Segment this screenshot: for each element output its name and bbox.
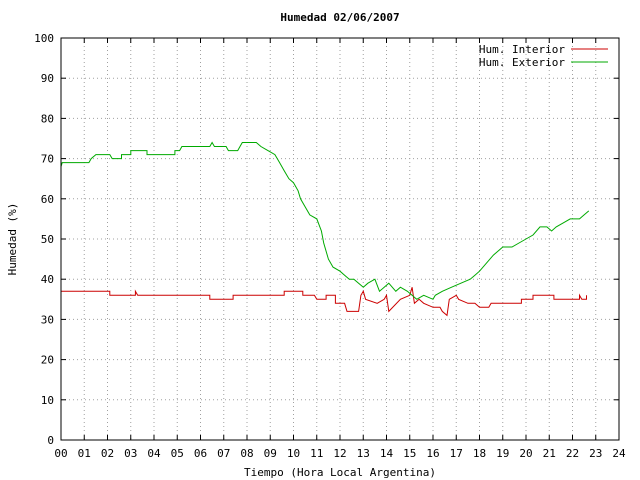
x-tick-label: 19 bbox=[496, 447, 509, 460]
grid bbox=[61, 38, 619, 440]
x-tick-label: 18 bbox=[473, 447, 486, 460]
y-axis-ticks: 0 10 20 30 40 50 60 70 80 90 100 bbox=[34, 32, 619, 447]
chart-title: Humedad 02/06/2007 bbox=[280, 11, 399, 24]
y-tick-label: 90 bbox=[41, 72, 54, 85]
y-axis-label: Humedad (%) bbox=[6, 203, 19, 276]
x-axis-ticks: 00 01 02 03 04 05 06 07 08 09 10 11 12 13 14 15 16 17 18 19… bbox=[54, 38, 626, 460]
x-tick-label: 14 bbox=[380, 447, 394, 460]
x-tick-label: 20 bbox=[519, 447, 532, 460]
x-tick-label: 04 bbox=[147, 447, 161, 460]
x-tick-label: 13 bbox=[357, 447, 370, 460]
x-tick-label: 03 bbox=[124, 447, 137, 460]
x-tick-label: 16 bbox=[426, 447, 439, 460]
y-tick-label: 0 bbox=[47, 434, 54, 447]
y-tick-label: 40 bbox=[41, 273, 54, 286]
x-tick-label: 11 bbox=[310, 447, 323, 460]
x-tick-label: 10 bbox=[287, 447, 300, 460]
x-tick-label: 21 bbox=[543, 447, 556, 460]
x-tick-label: 07 bbox=[217, 447, 230, 460]
x-tick-label: 02 bbox=[101, 447, 114, 460]
x-tick-label: 23 bbox=[589, 447, 602, 460]
x-tick-label: 05 bbox=[171, 447, 184, 460]
x-tick-label: 22 bbox=[566, 447, 579, 460]
y-tick-label: 100 bbox=[34, 32, 54, 45]
series-lines bbox=[60, 141, 590, 317]
series-line-hum-exterior bbox=[60, 141, 590, 300]
x-axis-label: Tiempo (Hora Local Argentina) bbox=[244, 466, 436, 479]
y-tick-label: 80 bbox=[41, 112, 54, 125]
series-line-hum-interior bbox=[61, 287, 587, 317]
y-tick-label: 30 bbox=[41, 313, 54, 326]
x-tick-label: 12 bbox=[333, 447, 346, 460]
y-tick-label: 70 bbox=[41, 153, 54, 166]
y-tick-label: 50 bbox=[41, 233, 54, 246]
x-tick-label: 15 bbox=[403, 447, 416, 460]
legend-label-hum-interior: Hum. Interior bbox=[479, 43, 565, 56]
x-tick-label: 09 bbox=[264, 447, 277, 460]
y-tick-label: 10 bbox=[41, 394, 54, 407]
legend-label-hum-exterior: Hum. Exterior bbox=[479, 56, 565, 69]
x-tick-label: 01 bbox=[78, 447, 91, 460]
x-tick-label: 08 bbox=[240, 447, 253, 460]
x-tick-label: 00 bbox=[54, 447, 67, 460]
x-tick-label: 06 bbox=[194, 447, 207, 460]
y-tick-label: 60 bbox=[41, 193, 54, 206]
x-tick-label: 24 bbox=[612, 447, 626, 460]
y-tick-label: 20 bbox=[41, 354, 54, 367]
x-tick-label: 17 bbox=[450, 447, 463, 460]
